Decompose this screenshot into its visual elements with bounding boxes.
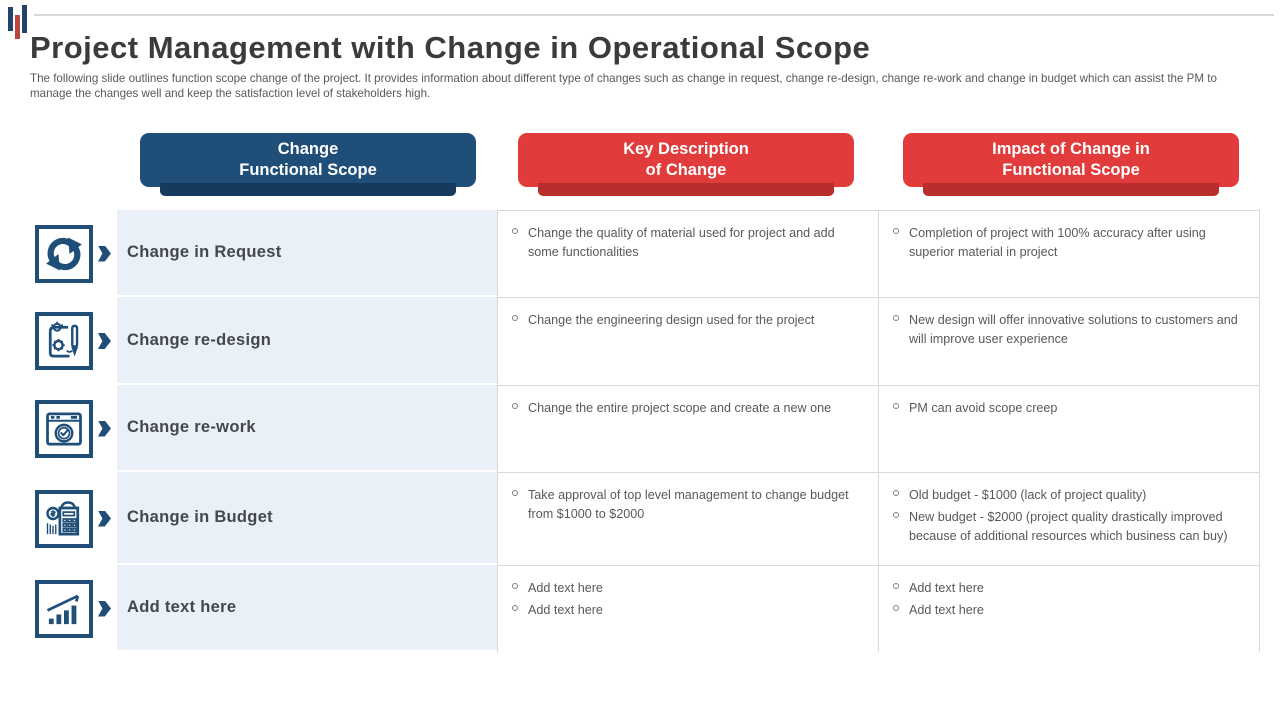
header-shadow-tab (160, 183, 456, 196)
hollow-bullet-icon (512, 315, 518, 321)
top-divider (34, 14, 1274, 16)
hollow-bullet-icon (893, 604, 899, 611)
hollow-bullet-icon (512, 604, 518, 611)
bullet-text: New design will offer innovative solutio… (909, 313, 1238, 346)
impact-cell: PM can avoid scope creep (878, 385, 1260, 472)
description-cell: Take approval of top level management to… (497, 472, 878, 565)
bullet-text: Change the entire project scope and crea… (528, 401, 832, 415)
hollow-bullet-icon (893, 228, 899, 234)
chevron-right-icon (98, 600, 111, 617)
header-line: of Change (645, 161, 727, 179)
description-cell: Change the quality of material used for … (497, 210, 878, 297)
description-cell: Add text here Add text here (497, 565, 878, 652)
impact-cell: Completion of project with 100% accuracy… (878, 210, 1260, 297)
bullet-item: Take approval of top level management to… (510, 486, 864, 524)
bullet-item: Change the quality of material used for … (510, 224, 864, 262)
column-header-key-description: Key Description of Change (518, 133, 854, 196)
sync-arrows-icon (35, 224, 93, 283)
bullet-text: New budget - $2000 (project quality dras… (909, 509, 1228, 543)
hollow-bullet-icon (893, 583, 899, 589)
chevron-right-icon (98, 420, 111, 437)
impact-cell: Add text here Add text here (878, 565, 1260, 652)
bullet-item: Change the entire project scope and crea… (510, 399, 864, 418)
bullet-item: Add text here (510, 601, 864, 620)
row-label: Change re-work (117, 385, 497, 472)
row-label: Change in Budget (117, 472, 497, 565)
bullet-text: Change the engineering design used for t… (528, 313, 815, 327)
page-title: Project Management with Change in Operat… (30, 30, 871, 65)
hollow-bullet-icon (893, 490, 899, 496)
hollow-bullet-icon (893, 403, 899, 409)
row-label: Add text here (117, 565, 497, 652)
header-line: Key Description (623, 140, 749, 159)
growth-chart-icon (35, 579, 93, 638)
row-label: Change re-design (117, 297, 497, 385)
row-icon-cell (35, 565, 117, 652)
verified-window-icon (35, 399, 93, 458)
bullet-text: Add text here (909, 581, 984, 595)
hollow-bullet-icon (512, 583, 518, 589)
chevron-right-icon (98, 245, 111, 262)
bullet-item: Add text here (510, 579, 864, 598)
change-scope-table: Change in Request Change the quality of … (35, 210, 1260, 652)
header-shadow-tab (923, 183, 1219, 196)
row-icon-cell (35, 297, 117, 385)
header-line: Functional Scope (239, 161, 377, 179)
budget-calculator-icon (35, 489, 93, 548)
column-header-impact: Impact of Change in Functional Scope (903, 133, 1239, 196)
description-cell: Change the engineering design used for t… (497, 297, 878, 385)
impact-cell: New design will offer innovative solutio… (878, 297, 1260, 385)
bullet-item: PM can avoid scope creep (891, 399, 1245, 418)
bullet-item: Add text here (891, 579, 1245, 598)
chevron-right-icon (98, 510, 111, 527)
bullet-text: PM can avoid scope creep (909, 401, 1058, 415)
hollow-bullet-icon (893, 511, 899, 518)
column-header-functional-scope: Change Functional Scope (140, 133, 476, 196)
company-logo-icon (8, 4, 34, 44)
bullet-item: New budget - $2000 (project quality dras… (891, 508, 1245, 546)
bullet-text: Add text here (528, 581, 603, 595)
row-icon-cell (35, 472, 117, 565)
bullet-item: New design will offer innovative solutio… (891, 311, 1245, 349)
hollow-bullet-icon (893, 315, 899, 321)
row-icon-cell (35, 385, 117, 472)
row-icon-cell (35, 210, 117, 297)
bullet-item: Old budget - $1000 (lack of project qual… (891, 486, 1245, 505)
header-line: Functional Scope (1002, 161, 1140, 179)
page-subtitle: The following slide outlines function sc… (30, 72, 1217, 101)
impact-cell: Old budget - $1000 (lack of project qual… (878, 472, 1260, 565)
bullet-text: Change the quality of material used for … (528, 226, 835, 259)
bullet-text: Take approval of top level management to… (528, 488, 849, 521)
header-line: Change (277, 140, 339, 159)
hollow-bullet-icon (512, 403, 518, 409)
hollow-bullet-icon (512, 490, 518, 496)
bullet-text: Add text here (528, 602, 603, 617)
bullet-text: Add text here (909, 602, 984, 617)
header-shadow-tab (538, 183, 834, 196)
bullet-item: Completion of project with 100% accuracy… (891, 224, 1245, 262)
description-cell: Change the entire project scope and crea… (497, 385, 878, 472)
blueprint-design-icon (35, 312, 93, 370)
bullet-item: Change the engineering design used for t… (510, 311, 864, 330)
bullet-text: Completion of project with 100% accuracy… (909, 226, 1206, 259)
row-label: Change in Request (117, 210, 497, 297)
hollow-bullet-icon (512, 228, 518, 234)
bullet-item: Add text here (891, 601, 1245, 620)
header-line: Impact of Change in (992, 140, 1150, 159)
bullet-text: Old budget - $1000 (lack of project qual… (909, 488, 1147, 502)
chevron-right-icon (98, 333, 111, 349)
